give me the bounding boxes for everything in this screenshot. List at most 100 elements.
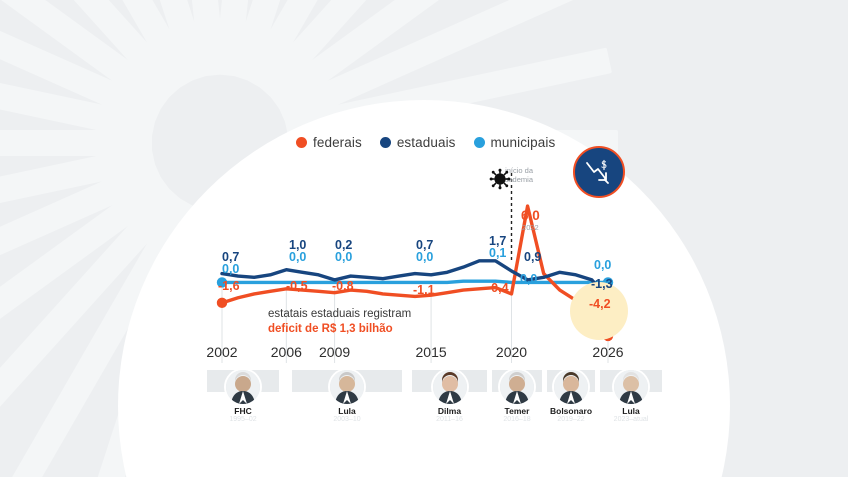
series-line-federais: [220, 204, 610, 338]
legend-item-federais[interactable]: federais: [296, 135, 362, 150]
legend-color-swatch: [473, 137, 485, 148]
president-temer-3[interactable]: Temer 2016–18: [482, 370, 552, 423]
peak-year-label: 2022: [522, 223, 539, 232]
president-bolsonaro-4[interactable]: Bolsonaro 2019–22: [536, 370, 606, 423]
callout-annotation: estatais estaduais registram deficit de …: [268, 307, 411, 336]
value-label-pend-mun: 0,0: [594, 258, 611, 272]
value-label-text: -4,2: [589, 297, 611, 311]
value-label-text: 0,9: [524, 250, 542, 264]
president-name: FHC: [234, 406, 252, 416]
value-label-text: -0,4: [487, 281, 509, 295]
pandemic-label-line2: pandemia: [500, 175, 533, 185]
president-term-years: 2016–18: [503, 416, 531, 423]
avatar: [614, 370, 648, 404]
endpoint-highlight-circle: [570, 282, 628, 340]
value-label-text: 6,0: [521, 208, 540, 223]
president-term-years: 1995–02: [229, 416, 257, 423]
president-fhc-0[interactable]: FHC 1995–02: [208, 370, 278, 423]
president-name: Lula: [338, 406, 356, 416]
avatar: [500, 370, 534, 404]
pandemic-annotation-label: início da pandemia: [443, 166, 533, 185]
value-label-text: 0,1: [489, 246, 507, 260]
chart-legend: federais estaduais municipais: [296, 135, 555, 150]
value-label-p2002-mun: 0,0: [222, 262, 239, 276]
legend-color-swatch: [379, 137, 391, 148]
legend-item-municipais[interactable]: municipais: [473, 135, 556, 150]
legend-item-label: estaduais: [396, 135, 456, 150]
president-term-years: 2019–22: [557, 416, 585, 423]
legend-color-swatch: [296, 137, 307, 148]
value-label-p2015-nav: 0,7: [416, 238, 433, 252]
value-label-p2006-fed: -0,5: [286, 279, 308, 293]
value-label-text: 1,0: [289, 238, 307, 252]
value-label-text: 0,0: [520, 272, 538, 286]
avatar: [432, 370, 467, 404]
value-label-ppeak-fed: 6,0 2022: [521, 208, 540, 232]
president-name: Bolsonaro: [549, 406, 593, 416]
x-tick-2015: 2015: [415, 344, 447, 360]
value-label-text: 0,0: [335, 250, 353, 264]
value-label-p2015-mun: 0,0: [416, 250, 433, 264]
x-tick-2026: 2026: [592, 344, 624, 360]
value-label-text: -1,6: [218, 279, 240, 293]
value-label-p2002-nav: 0,7: [222, 250, 239, 264]
president-dilma-2[interactable]: Dilma 2011–16: [415, 370, 485, 423]
pandemic-label-line1: início da: [505, 166, 533, 175]
value-label-p2006-nav: 1,0: [289, 238, 306, 252]
value-label-p2009-fed: -0,8: [332, 279, 354, 293]
x-tick-2002: 2002: [206, 344, 238, 360]
value-label-text: 0,7: [416, 238, 434, 252]
president-lula-1[interactable]: Lula 2003–10: [312, 370, 382, 423]
president-name: Temer: [504, 406, 530, 416]
presidents-timeline: FHC 1995–02 Lula 2003–10 Dilma 2011–16 Temer 20…: [207, 370, 662, 423]
x-tick-2020: 2020: [495, 344, 528, 360]
value-label-p2009-mun: 0,0: [335, 250, 352, 264]
value-label-text: -0,5: [286, 279, 308, 293]
value-label-pdip-nav: 0,9: [524, 250, 541, 264]
avatar: [330, 370, 364, 404]
value-label-text: -1,1: [413, 283, 435, 297]
avatar: [226, 370, 260, 404]
president-term-years: 2003–10: [333, 416, 361, 423]
value-label-pend-nav: -1,3: [591, 277, 613, 291]
president-term-years: 2023–atual: [613, 416, 649, 423]
callout-line-1: estatais estaduais registram: [268, 308, 412, 320]
x-tick-2006: 2006: [270, 344, 302, 360]
value-label-text: -1,3: [591, 277, 613, 291]
value-label-text: 0,0: [416, 250, 434, 264]
coronavirus-icon: [489, 168, 511, 195]
callout-line-2: deficit de R$ 1,3 bilhão: [268, 322, 393, 335]
avatar: [554, 370, 588, 404]
value-label-p2020-mun: 0,1: [489, 246, 506, 260]
value-label-text: 0,0: [594, 258, 612, 272]
value-label-p2015-fed: -1,1: [413, 283, 435, 297]
value-label-p2020-nav: 1,7: [489, 234, 506, 248]
president-term-years: 2011–16: [436, 416, 463, 423]
legend-item-label: municipais: [490, 135, 556, 150]
value-label-text: 0,0: [289, 250, 307, 264]
president-lula-5[interactable]: Lula 2023–atual: [596, 370, 666, 423]
value-label-p2020-fed: -0,4: [487, 281, 509, 295]
series-line-estaduais: [220, 259, 610, 301]
value-label-p2006-mun: 0,0: [289, 250, 306, 264]
value-label-text: 0,2: [335, 238, 353, 252]
value-label-text: -0,8: [332, 279, 354, 293]
series-line-municipais: [220, 279, 610, 285]
value-label-pdip-mun: 0,0: [520, 272, 537, 286]
value-label-text: 0,7: [222, 250, 240, 264]
legend-item-estaduais[interactable]: estaduais: [379, 135, 456, 150]
value-label-pend-fed: -4,2: [589, 297, 611, 311]
x-axis-tick-labels: 2002 2006 2009 2015 2020 2026: [196, 344, 626, 366]
value-label-p2002-fed: -1,6: [218, 279, 240, 293]
value-label-text: 0,0: [222, 262, 240, 276]
endpoint-dot-federais: [216, 297, 228, 309]
legend-item-label: federais: [313, 135, 362, 150]
value-label-p2009-nav: 0,2: [335, 238, 352, 252]
declining-dollar-arrow-icon: $: [573, 146, 625, 198]
endpoint-dot-municipais: [216, 277, 228, 288]
president-name: Dilma: [437, 406, 462, 416]
x-tick-2009: 2009: [319, 344, 351, 360]
value-label-text: 1,7: [489, 234, 507, 248]
president-name: Lula: [622, 406, 640, 416]
